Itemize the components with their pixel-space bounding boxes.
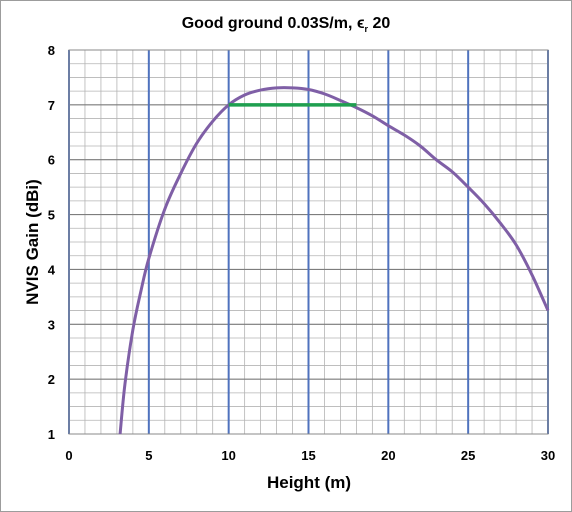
y-tick-label: 1 <box>48 427 55 442</box>
x-tick-label: 25 <box>461 448 475 463</box>
y-tick-label: 2 <box>48 372 55 387</box>
x-tick-label: 15 <box>301 448 315 463</box>
x-axis-title: Height (m) <box>267 473 351 492</box>
x-tick-label: 5 <box>145 448 152 463</box>
y-tick-label: 7 <box>48 98 55 113</box>
y-tick-label: 3 <box>48 317 55 332</box>
y-tick-label: 6 <box>48 153 55 168</box>
x-tick-label: 0 <box>65 448 72 463</box>
y-tick-label: 4 <box>48 262 56 277</box>
x-tick-label: 20 <box>381 448 395 463</box>
y-axis-tick-labels: 1 2 3 4 5 6 7 8 <box>48 43 56 442</box>
x-tick-label: 10 <box>221 448 235 463</box>
chart-title: Good ground 0.03S/m, ϵr 20 <box>182 15 391 34</box>
x-tick-label: 30 <box>541 448 555 463</box>
gain-curve-line <box>118 86 550 435</box>
y-tick-label: 8 <box>48 43 55 58</box>
series-layer <box>118 86 550 435</box>
plot-area-border <box>68 49 549 435</box>
x-axis-tick-labels: 0 5 10 15 20 25 30 <box>65 448 555 463</box>
y-tick-label: 5 <box>48 208 55 223</box>
y-axis-title: NVIS Gain (dBi) <box>23 179 42 305</box>
